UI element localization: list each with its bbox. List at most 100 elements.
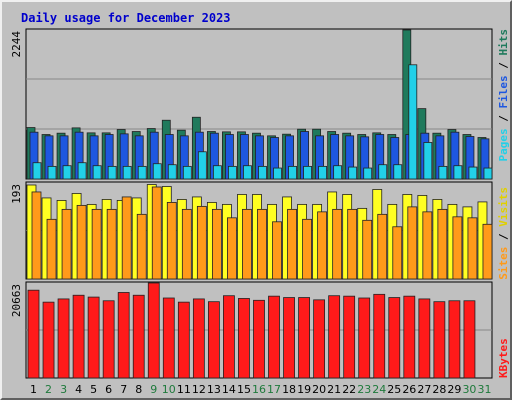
pages-bar-day-25	[393, 164, 403, 180]
sites-bar-day-20	[317, 211, 328, 280]
kbytes-bar-day-14	[223, 295, 235, 379]
x-tick-label-day-25: 25	[387, 383, 401, 396]
x-tick-label-day-18: 18	[282, 383, 296, 396]
kbytes-bar-day-26	[403, 295, 416, 379]
y-axis-label-3: KBytes	[497, 338, 510, 378]
kbytes-bar-day-12	[192, 298, 205, 379]
pages-bar-day-2	[47, 165, 57, 180]
x-tick-label-day-11: 11	[177, 383, 191, 396]
y-axis-label-part: Sites	[497, 247, 510, 280]
y-axis-label-part: /	[497, 56, 510, 76]
x-tick-label-day-22: 22	[342, 383, 356, 396]
kbytes-bar-day-6	[102, 300, 115, 379]
kbytes-bar-day-24	[373, 293, 386, 379]
pages-bar-day-21	[333, 165, 343, 180]
kbytes-bar-day-2	[42, 301, 55, 379]
x-tick-label-day-2: 2	[45, 383, 52, 396]
y-max-label-2: 193	[10, 184, 23, 204]
y-axis-label-part: /	[497, 227, 510, 247]
x-tick-label-day-4: 4	[75, 383, 82, 396]
pages-bar-day-15	[243, 165, 252, 180]
kbytes-bar-day-20	[313, 299, 326, 379]
pages-bar-day-13	[212, 165, 222, 180]
x-tick-label-day-30: 30	[462, 383, 476, 396]
y-axis-label-part: Hits	[497, 29, 510, 56]
x-tick-label-day-31: 31	[477, 383, 491, 396]
pages-bar-day-8	[137, 165, 147, 180]
kbytes-bar-day-18	[283, 297, 295, 379]
pages-bar-day-26	[408, 64, 418, 180]
kbytes-bar-day-22	[343, 295, 356, 379]
pages-bar-day-9	[152, 163, 162, 180]
x-tick-label-day-3: 3	[60, 383, 67, 396]
y-axis-label-part: Pages	[497, 128, 510, 161]
x-tick-label-day-13: 13	[207, 383, 221, 396]
pages-bar-day-24	[378, 164, 388, 180]
y-axis-label-part: KBytes	[497, 338, 510, 378]
sites-bar-day-25	[392, 226, 403, 280]
x-tick-label-day-14: 14	[222, 383, 236, 396]
pages-bar-day-28	[438, 165, 448, 180]
sites-bar-day-26	[407, 206, 418, 280]
kbytes-bar-day-25	[388, 297, 401, 379]
sites-bar-day-13	[211, 208, 222, 280]
pages-bar-day-7	[122, 165, 132, 180]
x-tick-label-day-7: 7	[120, 383, 127, 396]
pages-bar-day-11	[182, 165, 192, 180]
x-tick-label-day-5: 5	[90, 383, 97, 396]
kbytes-bar-day-11	[177, 301, 190, 379]
sites-bar-day-6	[106, 208, 117, 280]
sites-bar-day-18	[287, 208, 297, 280]
sites-bar-day-23	[362, 219, 373, 280]
kbytes-bar-day-27	[418, 298, 431, 379]
sites-bar-day-12	[196, 205, 207, 280]
kbytes-bar-day-23	[358, 297, 371, 379]
sites-bar-day-31	[482, 223, 493, 280]
sites-bar-day-27	[422, 211, 433, 280]
kbytes-bar-day-13	[207, 301, 220, 379]
y-axis-label-part: /	[497, 109, 510, 129]
pages-bar-day-6	[107, 165, 117, 180]
sites-bar-day-2	[46, 218, 57, 280]
pages-bar-day-10	[167, 164, 177, 180]
pages-bar-day-12	[197, 151, 207, 180]
y-max-label-3: 20663	[10, 284, 23, 317]
sites-bar-day-8	[136, 213, 147, 280]
sites-bar-day-9	[151, 186, 162, 280]
sites-bar-day-29	[452, 216, 463, 280]
y-axis-label-part: Visits	[497, 187, 510, 227]
x-tick-label-day-19: 19	[297, 383, 311, 396]
sites-bar-day-3	[61, 208, 72, 280]
sites-bar-day-11	[181, 208, 192, 280]
sites-bar-day-22	[347, 208, 358, 280]
sites-bar-day-10	[166, 201, 177, 280]
sites-bar-day-15	[242, 208, 252, 280]
kbytes-bar-day-30	[463, 300, 476, 379]
pages-bar-day-1	[32, 162, 42, 180]
x-tick-label-day-28: 28	[432, 383, 446, 396]
x-tick-label-day-27: 27	[417, 383, 431, 396]
sites-bar-day-24	[377, 213, 388, 280]
x-tick-label-day-16: 16	[252, 383, 266, 396]
chart-title: Daily usage for December 2023	[21, 11, 231, 25]
sites-bar-day-19	[302, 218, 312, 280]
x-tick-label-day-23: 23	[357, 383, 371, 396]
kbytes-bar-day-1	[27, 289, 40, 379]
x-tick-label-day-24: 24	[372, 383, 386, 396]
sites-bar-day-7	[121, 196, 132, 280]
x-tick-label-day-15: 15	[237, 383, 251, 396]
sites-bar-day-17	[272, 221, 282, 280]
kbytes-bar-day-29	[448, 300, 461, 379]
pages-bar-day-22	[348, 166, 358, 180]
x-tick-label-day-29: 29	[447, 383, 461, 396]
sites-bar-day-1	[31, 191, 42, 280]
kbytes-bar-day-4	[72, 294, 85, 379]
pages-bar-day-18	[288, 165, 297, 180]
kbytes-bar-day-19	[298, 297, 310, 379]
sites-bar-day-16	[257, 208, 267, 280]
kbytes-bar-day-5	[87, 296, 100, 379]
sites-bar-day-14	[227, 217, 237, 280]
pages-bar-day-3	[62, 165, 72, 180]
